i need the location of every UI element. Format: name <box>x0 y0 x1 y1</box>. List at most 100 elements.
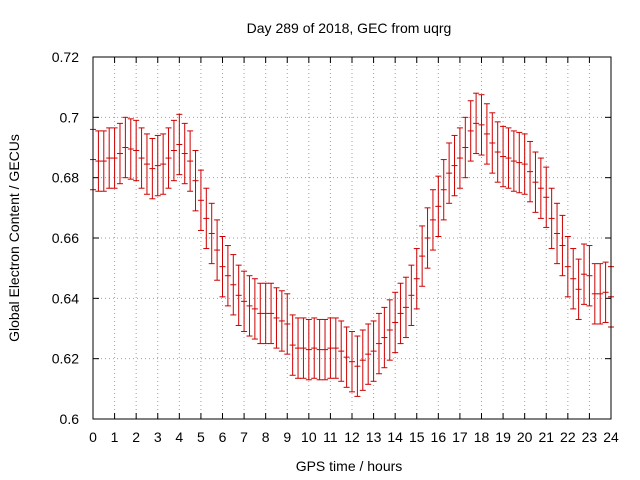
error-bar-point <box>597 263 604 325</box>
error-bar-point <box>251 278 258 340</box>
error-bar-point <box>570 248 577 310</box>
error-bar-point <box>424 207 431 269</box>
error-bar-point <box>591 263 598 325</box>
x-tick-label: 14 <box>387 429 403 445</box>
x-tick-label: 7 <box>240 429 248 445</box>
error-bar-point <box>100 130 107 192</box>
x-tick-label: 2 <box>132 429 140 445</box>
error-bar-point <box>419 225 426 287</box>
x-tick-label: 19 <box>495 429 511 445</box>
error-bar-point <box>349 331 355 393</box>
error-bar-point <box>224 245 231 307</box>
error-bar-point <box>111 127 118 189</box>
error-bar-point <box>462 116 469 179</box>
error-bar-point <box>554 202 561 265</box>
error-bar-point <box>543 166 550 228</box>
error-bar-point <box>500 125 507 188</box>
x-tick-label: 10 <box>301 429 317 445</box>
error-bar-point <box>354 335 361 397</box>
error-bar-point <box>133 119 140 182</box>
error-bar-point <box>510 130 517 192</box>
error-bar-point <box>143 133 150 195</box>
error-bar-point <box>246 275 253 337</box>
error-bar-point <box>505 127 512 189</box>
x-tick-label: 1 <box>111 429 119 445</box>
error-bar-point <box>305 318 312 381</box>
error-bar-point <box>311 317 318 379</box>
error-bar-point <box>106 127 113 189</box>
error-bar-point <box>181 122 188 185</box>
error-bar-point <box>235 264 242 326</box>
error-bar-point <box>386 299 393 361</box>
x-tick-label: 11 <box>323 429 338 445</box>
error-bar-point <box>176 113 183 176</box>
error-bar-point <box>278 290 285 352</box>
error-bar-point <box>429 189 436 251</box>
error-bar-point <box>322 318 329 381</box>
error-bar-point <box>203 187 210 250</box>
x-tick-label: 8 <box>262 429 270 445</box>
error-bar-point <box>397 282 404 345</box>
error-bar-point <box>375 312 382 375</box>
chart-title: Day 289 of 2018, GEC from uqrg <box>247 20 452 36</box>
error-bar-point <box>527 140 534 203</box>
error-bar-point <box>467 100 474 162</box>
error-bar-point <box>149 137 156 200</box>
error-bar-point <box>456 127 463 189</box>
error-bar-point <box>208 202 215 265</box>
error-bar-point <box>381 306 388 369</box>
error-bar-point <box>343 326 350 388</box>
plot-frame <box>92 56 612 420</box>
x-tick-label: 17 <box>452 429 468 445</box>
x-tick-label: 16 <box>431 429 447 445</box>
error-bar-point <box>564 235 571 298</box>
y-tick-label: 0.62 <box>52 351 79 367</box>
error-bar-point <box>284 293 291 355</box>
error-bar-point <box>575 258 582 320</box>
x-tick-label: 6 <box>219 429 227 445</box>
error-bar-point <box>165 127 172 189</box>
error-bar-point <box>154 134 161 197</box>
error-bar-point <box>187 130 194 192</box>
error-bar-point <box>521 133 528 195</box>
x-tick-label: 24 <box>603 429 619 445</box>
error-bar-point <box>392 291 399 354</box>
error-bar-point <box>359 329 366 391</box>
error-bar-point <box>160 133 167 195</box>
error-bar-point <box>214 219 221 281</box>
error-bar-point <box>300 317 307 379</box>
y-tick-label: 0.64 <box>52 290 79 306</box>
error-bar-point <box>138 127 145 189</box>
x-tick-label: 23 <box>582 429 598 445</box>
error-bar-point <box>365 323 372 385</box>
x-tick-label: 18 <box>474 429 490 445</box>
error-bar-point <box>230 254 237 316</box>
error-bar-point <box>122 116 129 179</box>
x-tick-label: 13 <box>366 429 382 445</box>
error-bar-point <box>327 317 334 379</box>
y-tick-label: 0.68 <box>52 170 79 186</box>
x-tick-label: 5 <box>197 429 205 445</box>
error-bar-point <box>516 131 523 194</box>
x-tick-label: 0 <box>89 429 97 445</box>
y-tick-label: 0.6 <box>60 411 80 427</box>
error-bar-point <box>273 287 280 349</box>
error-bar-point <box>473 92 480 155</box>
error-bar-point <box>440 159 447 221</box>
error-bar-point <box>192 150 199 212</box>
x-axis-label: GPS time / hours <box>296 458 403 474</box>
error-bar-point <box>435 175 442 237</box>
error-bar-point <box>602 261 609 323</box>
error-bar-point <box>332 317 339 379</box>
error-bar-point <box>241 270 248 333</box>
error-bar-point <box>170 119 177 182</box>
y-tick-label: 0.66 <box>52 230 79 246</box>
error-bar-point <box>494 121 501 183</box>
error-bar-point <box>316 318 323 381</box>
error-bar-point <box>537 157 544 219</box>
error-bar-point <box>219 235 226 298</box>
error-bar-point <box>127 118 134 180</box>
x-tick-label: 3 <box>154 429 162 445</box>
